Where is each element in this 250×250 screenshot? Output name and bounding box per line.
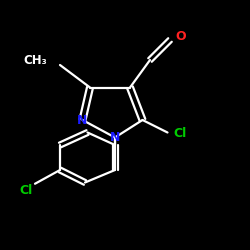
Text: O: O (175, 30, 186, 43)
Text: N: N (77, 114, 88, 126)
Text: CH₃: CH₃ (24, 54, 48, 66)
Text: N: N (110, 131, 120, 144)
Text: Cl: Cl (174, 127, 187, 140)
Text: Cl: Cl (20, 184, 33, 196)
